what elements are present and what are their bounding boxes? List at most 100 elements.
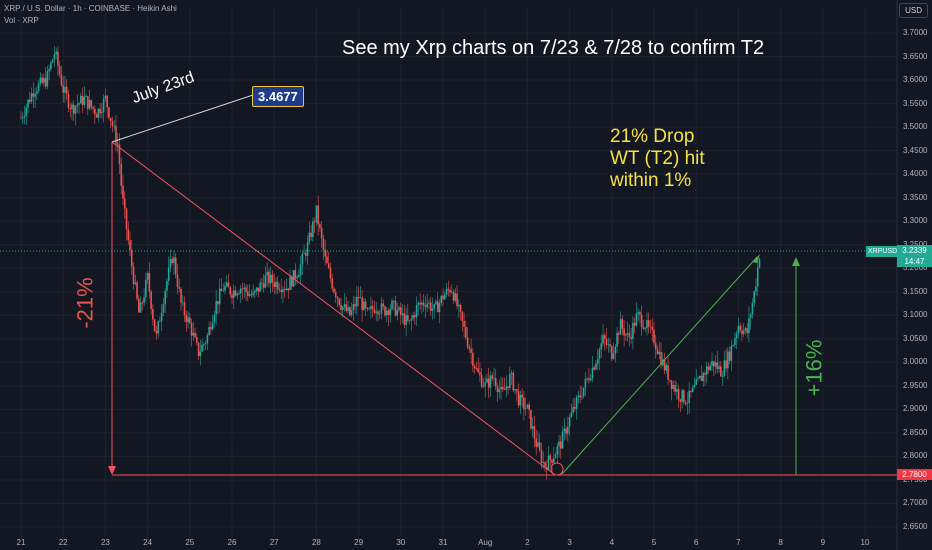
- candle-body: [614, 346, 617, 354]
- candle-body: [224, 285, 226, 291]
- candle-body: [756, 267, 759, 287]
- candle-body: [320, 227, 323, 239]
- candle-body: [401, 313, 404, 316]
- y-tick-label: 3.5000: [903, 122, 928, 132]
- candle-body: [357, 296, 360, 298]
- candle-body: [366, 308, 369, 309]
- x-tick-label: 21: [16, 538, 26, 547]
- candle-body: [486, 378, 488, 383]
- candle-body: [530, 410, 532, 429]
- candle-body: [431, 308, 434, 311]
- candle-body: [208, 326, 210, 336]
- candle-body: [663, 359, 666, 371]
- candle-body: [382, 303, 385, 307]
- candle-body: [85, 96, 87, 97]
- candle-body: [735, 333, 738, 339]
- candle-body: [656, 349, 659, 355]
- candle-body: [581, 396, 583, 398]
- y-tick-label: 2.8500: [903, 427, 928, 437]
- candle-body: [465, 326, 467, 338]
- candle-body: [605, 339, 608, 345]
- candle-body: [350, 310, 353, 316]
- x-tick-label: 23: [100, 538, 110, 547]
- y-tick-label: 3.1000: [903, 310, 928, 320]
- candle-body: [591, 367, 594, 379]
- candle-body: [317, 205, 319, 225]
- candle-body: [201, 344, 203, 352]
- candle-body: [697, 378, 699, 380]
- candle-body: [609, 344, 611, 347]
- candle-body: [755, 286, 757, 292]
- candle-body: [408, 320, 411, 322]
- candle-body: [215, 301, 217, 315]
- candle-body: [544, 462, 546, 467]
- candle-body: [449, 289, 451, 293]
- candle-body: [275, 281, 277, 288]
- candle-body: [139, 302, 142, 313]
- candle-body: [180, 288, 182, 303]
- candle-body: [519, 394, 522, 406]
- candle-body: [336, 297, 339, 299]
- candle-body: [480, 375, 483, 387]
- candle-body: [150, 291, 152, 309]
- candle-body: [709, 365, 712, 371]
- candle-body: [136, 282, 138, 299]
- drop-line-1: 21% Drop: [610, 126, 695, 147]
- candle-body: [507, 386, 509, 388]
- candle-body: [167, 267, 170, 281]
- candle-body: [422, 302, 425, 306]
- x-tick-label: Aug: [478, 538, 493, 547]
- candle-body: [118, 144, 121, 164]
- low-level-tag: 2.7800: [897, 469, 932, 480]
- x-tick-label: 31: [438, 538, 448, 547]
- candle-body: [238, 293, 240, 295]
- candle-body: [588, 378, 590, 381]
- candle-body: [97, 108, 100, 118]
- candle-body: [90, 100, 93, 107]
- currency-button[interactable]: USD: [899, 3, 928, 18]
- x-tick-label: 7: [736, 538, 741, 547]
- candle-body: [380, 303, 383, 314]
- y-tick-label: 3.4500: [903, 145, 928, 155]
- candle-body: [130, 250, 133, 267]
- candle-body: [298, 275, 300, 278]
- candle-body: [647, 320, 650, 327]
- candle-body: [600, 343, 603, 350]
- candle-body: [312, 221, 314, 237]
- candle-body: [138, 298, 140, 313]
- july-pointer-line: [111, 94, 254, 143]
- candle-body: [714, 362, 717, 367]
- candle-body: [261, 282, 263, 284]
- candle-body: [637, 312, 639, 314]
- candle-body: [473, 365, 476, 369]
- candle-body: [204, 343, 207, 345]
- candle-body: [702, 372, 705, 381]
- candle-body: [319, 224, 321, 228]
- candle-body: [211, 322, 214, 330]
- candle-body: [23, 115, 26, 118]
- countdown-value: 14:47: [904, 257, 925, 266]
- y-tick-label: 2.9500: [903, 380, 928, 390]
- x-tick-label: 27: [269, 538, 279, 547]
- candle-body: [524, 408, 527, 410]
- candle-body: [567, 427, 569, 434]
- candle-body: [493, 378, 495, 380]
- candle-body: [398, 307, 400, 311]
- candle-body: [533, 426, 536, 439]
- candle-body: [141, 302, 144, 304]
- candle-body: [705, 366, 708, 375]
- candle-body: [120, 163, 123, 186]
- candle-body: [732, 345, 734, 347]
- drop-annotation: 21% Drop WT (T2) hit within 1%: [610, 126, 705, 192]
- candle-body: [686, 402, 689, 404]
- candle-body: [92, 106, 94, 109]
- candle-body: [65, 86, 68, 94]
- candle-body: [69, 107, 72, 110]
- candle-body: [239, 288, 242, 294]
- y-tick-label: 3.2000: [903, 263, 928, 273]
- candle-body: [30, 93, 33, 102]
- candle-body: [653, 329, 655, 344]
- candle-body: [683, 390, 685, 403]
- candle-body: [363, 301, 365, 311]
